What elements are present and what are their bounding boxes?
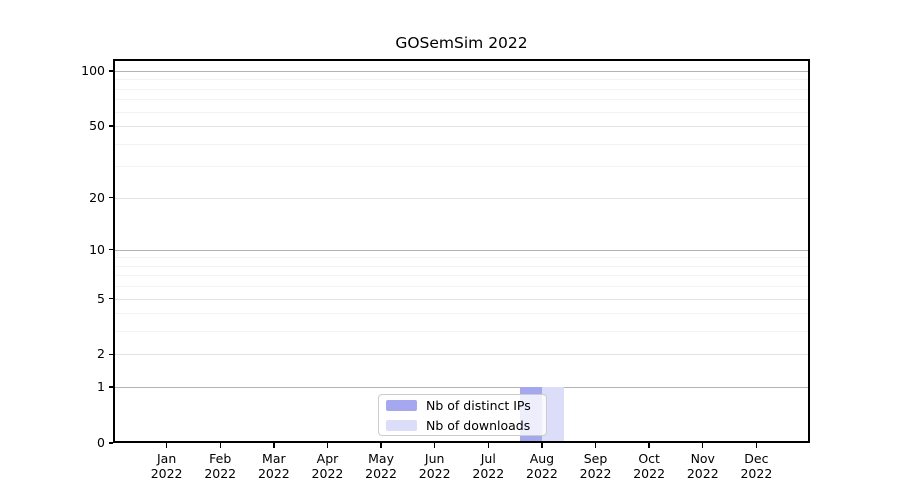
x-tick-label-jun-2022: Jun 2022	[418, 451, 451, 481]
x-tick-mark-mar-2022	[273, 443, 275, 448]
y-tick-mark-50	[108, 125, 113, 127]
gridline-y-1	[113, 387, 810, 389]
x-tick-mark-feb-2022	[219, 443, 221, 448]
legend-label-downloads: Nb of downloads	[426, 417, 531, 433]
y-tick-label-100: 100	[81, 62, 105, 78]
y-tick-label-10: 10	[89, 241, 105, 257]
y-tick-mark-2	[108, 353, 113, 356]
x-tick-label-nov-2022: Nov 2022	[686, 451, 719, 481]
y-tick-label-2: 2	[97, 346, 105, 362]
x-tick-mark-aug-2022	[541, 443, 543, 448]
x-tick-mark-dec-2022	[755, 443, 758, 448]
x-tick-mark-nov-2022	[702, 443, 704, 448]
x-tick-mark-apr-2022	[326, 443, 329, 448]
y-tick-mark-0	[108, 442, 113, 444]
x-tick-mark-sep-2022	[594, 443, 597, 448]
gridline-minor-y-7	[113, 275, 810, 277]
gridline-minor-y-30	[113, 166, 810, 168]
gridline-minor-y-60	[113, 111, 810, 113]
y-tick-mark-100	[108, 70, 113, 72]
legend-item-distinct-ips: Nb of distinct IPs	[379, 395, 546, 415]
gridline-y-20	[113, 197, 810, 199]
x-tick-label-aug-2022: Aug 2022	[526, 451, 558, 481]
gridline-y-10	[113, 249, 810, 251]
gridline-y-100	[113, 70, 810, 72]
gridline-minor-y-3	[113, 331, 810, 333]
gridline-y-2	[113, 354, 810, 356]
x-tick-label-mar-2022: Mar 2022	[257, 451, 290, 481]
legend: Nb of distinct IPs Nb of downloads	[378, 394, 547, 436]
y-tick-mark-1	[108, 386, 113, 388]
y-tick-label-20: 20	[89, 189, 105, 205]
legend-swatch-distinct-ips-icon	[386, 399, 417, 411]
gridline-minor-y-9	[113, 257, 810, 259]
x-tick-mark-oct-2022	[648, 443, 650, 448]
y-tick-label-50: 50	[89, 117, 105, 133]
legend-swatch-downloads-icon	[386, 419, 417, 431]
y-tick-mark-10	[108, 248, 113, 251]
x-tick-mark-jul-2022	[487, 443, 489, 448]
gridline-minor-y-90	[113, 79, 810, 81]
x-tick-mark-jan-2022	[165, 443, 168, 448]
x-tick-label-dec-2022: Dec 2022	[740, 451, 773, 481]
y-tick-label-5: 5	[97, 290, 105, 306]
chart-title: GOSemSim 2022	[395, 34, 528, 52]
x-tick-mark-jun-2022	[433, 443, 436, 448]
x-tick-label-jul-2022: Jul 2022	[472, 451, 505, 481]
x-tick-label-sep-2022: Sep 2022	[579, 451, 612, 481]
gridline-y-50	[113, 125, 810, 127]
y-tick-label-0: 0	[97, 435, 105, 450]
bar-nb-of-downloads-aug-2022	[541, 387, 564, 443]
legend-item-downloads: Nb of downloads	[379, 415, 546, 435]
gridline-minor-y-40	[113, 143, 810, 145]
x-tick-label-oct-2022: Oct 2022	[633, 451, 666, 481]
gridline-minor-y-4	[113, 313, 810, 315]
x-tick-label-apr-2022: Apr 2022	[311, 451, 344, 481]
gridline-minor-y-70	[113, 99, 810, 101]
legend-label-distinct-ips: Nb of distinct IPs	[426, 397, 531, 413]
x-tick-label-feb-2022: Feb 2022	[204, 451, 237, 481]
x-tick-mark-may-2022	[380, 443, 382, 448]
gridline-y-5	[113, 298, 810, 300]
x-tick-label-may-2022: May 2022	[365, 451, 397, 481]
gridline-minor-y-8	[113, 265, 810, 267]
gridline-minor-y-6	[113, 286, 810, 288]
y-tick-label-1: 1	[97, 379, 105, 395]
plot-area	[113, 59, 810, 443]
y-tick-mark-5	[108, 297, 113, 300]
y-tick-mark-20	[108, 196, 113, 199]
gridline-minor-y-80	[113, 88, 810, 90]
x-tick-label-jan-2022: Jan 2022	[150, 451, 183, 481]
